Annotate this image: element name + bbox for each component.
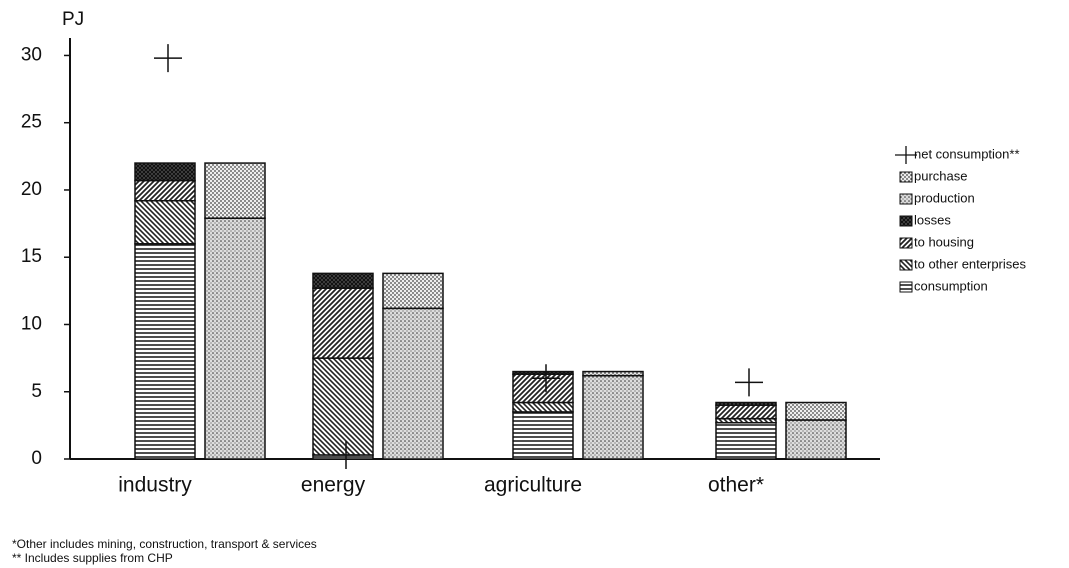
y-tick-label: 20 — [21, 179, 42, 200]
footnote: *Other includes mining, construction, tr… — [12, 537, 317, 551]
bar-segment — [134, 179, 196, 202]
legend-symbol — [899, 259, 913, 271]
x-tick-label: energy — [301, 474, 366, 497]
bar-segment — [134, 199, 196, 245]
bar-segment — [582, 370, 644, 377]
legend-symbol — [899, 215, 913, 227]
net-marker — [332, 440, 360, 469]
bar-segment — [382, 272, 444, 310]
x-tick-label: agriculture — [484, 474, 582, 497]
bar-segment — [715, 401, 777, 406]
bar-segment — [204, 217, 266, 460]
bar-segment — [512, 401, 574, 413]
bar-segment — [512, 411, 574, 460]
bar-segment — [204, 162, 266, 219]
bar-segment — [134, 162, 196, 182]
y-axis-label: PJ — [62, 9, 84, 30]
net-marker — [735, 368, 763, 397]
bar-segment — [715, 421, 777, 460]
x-tick-label: industry — [118, 474, 192, 497]
bar-segment — [785, 401, 847, 421]
bar-segment — [134, 243, 196, 460]
legend-symbol — [899, 237, 913, 249]
x-tick-label: other* — [708, 474, 764, 497]
bar-segment — [312, 287, 374, 359]
footnote: ** Includes supplies from CHP — [12, 551, 173, 565]
y-tick-label: 25 — [21, 112, 42, 133]
y-tick-label: 0 — [31, 448, 42, 469]
legend-symbol — [899, 171, 913, 183]
bar-segment — [312, 357, 374, 456]
y-tick-label: 10 — [21, 313, 42, 334]
net-marker — [154, 44, 182, 73]
legend-label: to other enterprises — [914, 256, 1027, 271]
bar-segment — [512, 370, 574, 376]
legend-label: net consumption** — [914, 146, 1020, 161]
legend-symbol — [899, 281, 913, 293]
y-tick-label: 15 — [21, 246, 42, 267]
net-marker — [532, 364, 560, 393]
bar-segment — [312, 272, 374, 289]
y-tick-label: 30 — [21, 44, 42, 65]
legend-symbol — [895, 146, 917, 164]
legend-label: losses — [914, 212, 951, 227]
legend-label: consumption — [914, 278, 988, 293]
bar-segment — [582, 374, 644, 460]
legend-label: to housing — [914, 234, 974, 249]
legend-label: production — [914, 190, 975, 205]
bar-segment — [715, 404, 777, 420]
bar-segment — [785, 419, 847, 460]
legend-symbol — [899, 193, 913, 205]
bar-segment — [382, 307, 444, 460]
legend-label: purchase — [914, 168, 967, 183]
y-tick-label: 5 — [31, 381, 42, 402]
